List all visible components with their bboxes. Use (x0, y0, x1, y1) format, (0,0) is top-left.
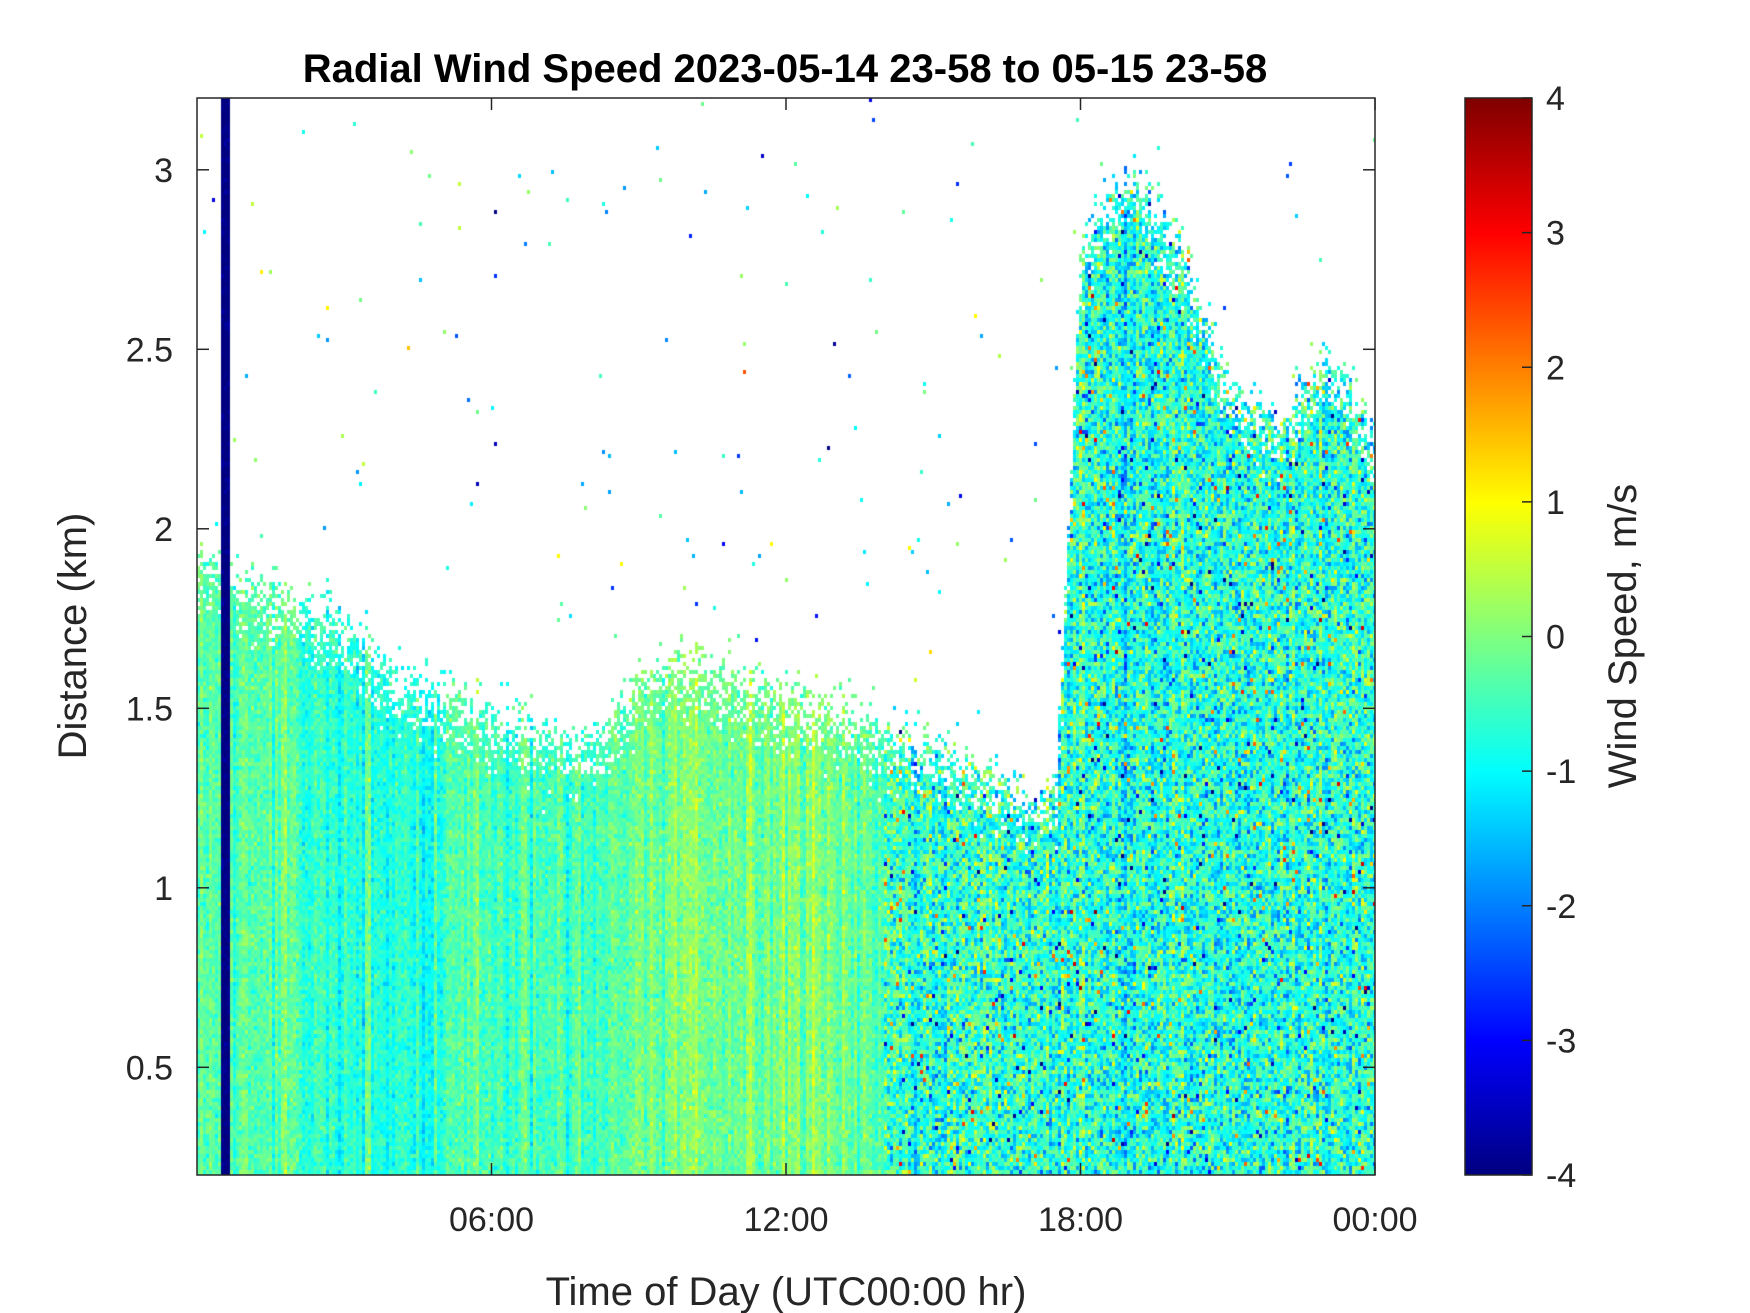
colorbar-tick-label: 3 (1546, 215, 1565, 253)
colorbar-tick-label: 4 (1546, 80, 1565, 118)
y-axis: 0.5 1 1.5 2 2.5 3 (126, 152, 1375, 1087)
x-tick-label: 12:00 (743, 1201, 828, 1239)
colorbar-ticks: 4 3 2 1 0 -1 -2 -3 -4 (1522, 80, 1576, 1195)
colorbar-tick-label: 0 (1546, 619, 1565, 657)
y-tick-label: 2.5 (126, 331, 173, 369)
y-tick-label: 3 (154, 152, 173, 190)
x-tick-label: 18:00 (1038, 1201, 1123, 1239)
plot-area (196, 97, 1376, 1176)
x-tick-label: 00:00 (1332, 1201, 1417, 1239)
heatmap-image (197, 98, 1375, 1175)
colorbar-gradient (1465, 98, 1532, 1175)
y-tick-label: 2 (154, 511, 173, 549)
colorbar-tick-label: -1 (1546, 753, 1576, 791)
chart-title: Radial Wind Speed 2023-05-14 23-58 to 05… (303, 47, 1268, 91)
x-axis-label: Time of Day (UTC00:00 hr) (546, 1270, 1027, 1313)
colorbar-tick-label: -4 (1546, 1157, 1576, 1195)
y-tick-label: 0.5 (126, 1049, 173, 1087)
colorbar-tick-label: 1 (1546, 484, 1565, 522)
colorbar: 4 3 2 1 0 -1 -2 -3 -4 Wind Speed, m/s (1464, 80, 1645, 1195)
y-tick-label: 1 (154, 870, 173, 908)
y-axis-label: Distance (km) (51, 513, 95, 760)
colorbar-tick-label: 2 (1546, 349, 1565, 387)
y-tick-label: 1.5 (126, 690, 173, 728)
x-axis: 06:00 12:00 18:00 00:00 (449, 98, 1418, 1239)
colorbar-tick-label: -3 (1546, 1022, 1576, 1060)
colorbar-label: Wind Speed, m/s (1601, 484, 1645, 789)
colorbar-tick-label: -2 (1546, 888, 1576, 926)
x-tick-label: 06:00 (449, 1201, 534, 1239)
